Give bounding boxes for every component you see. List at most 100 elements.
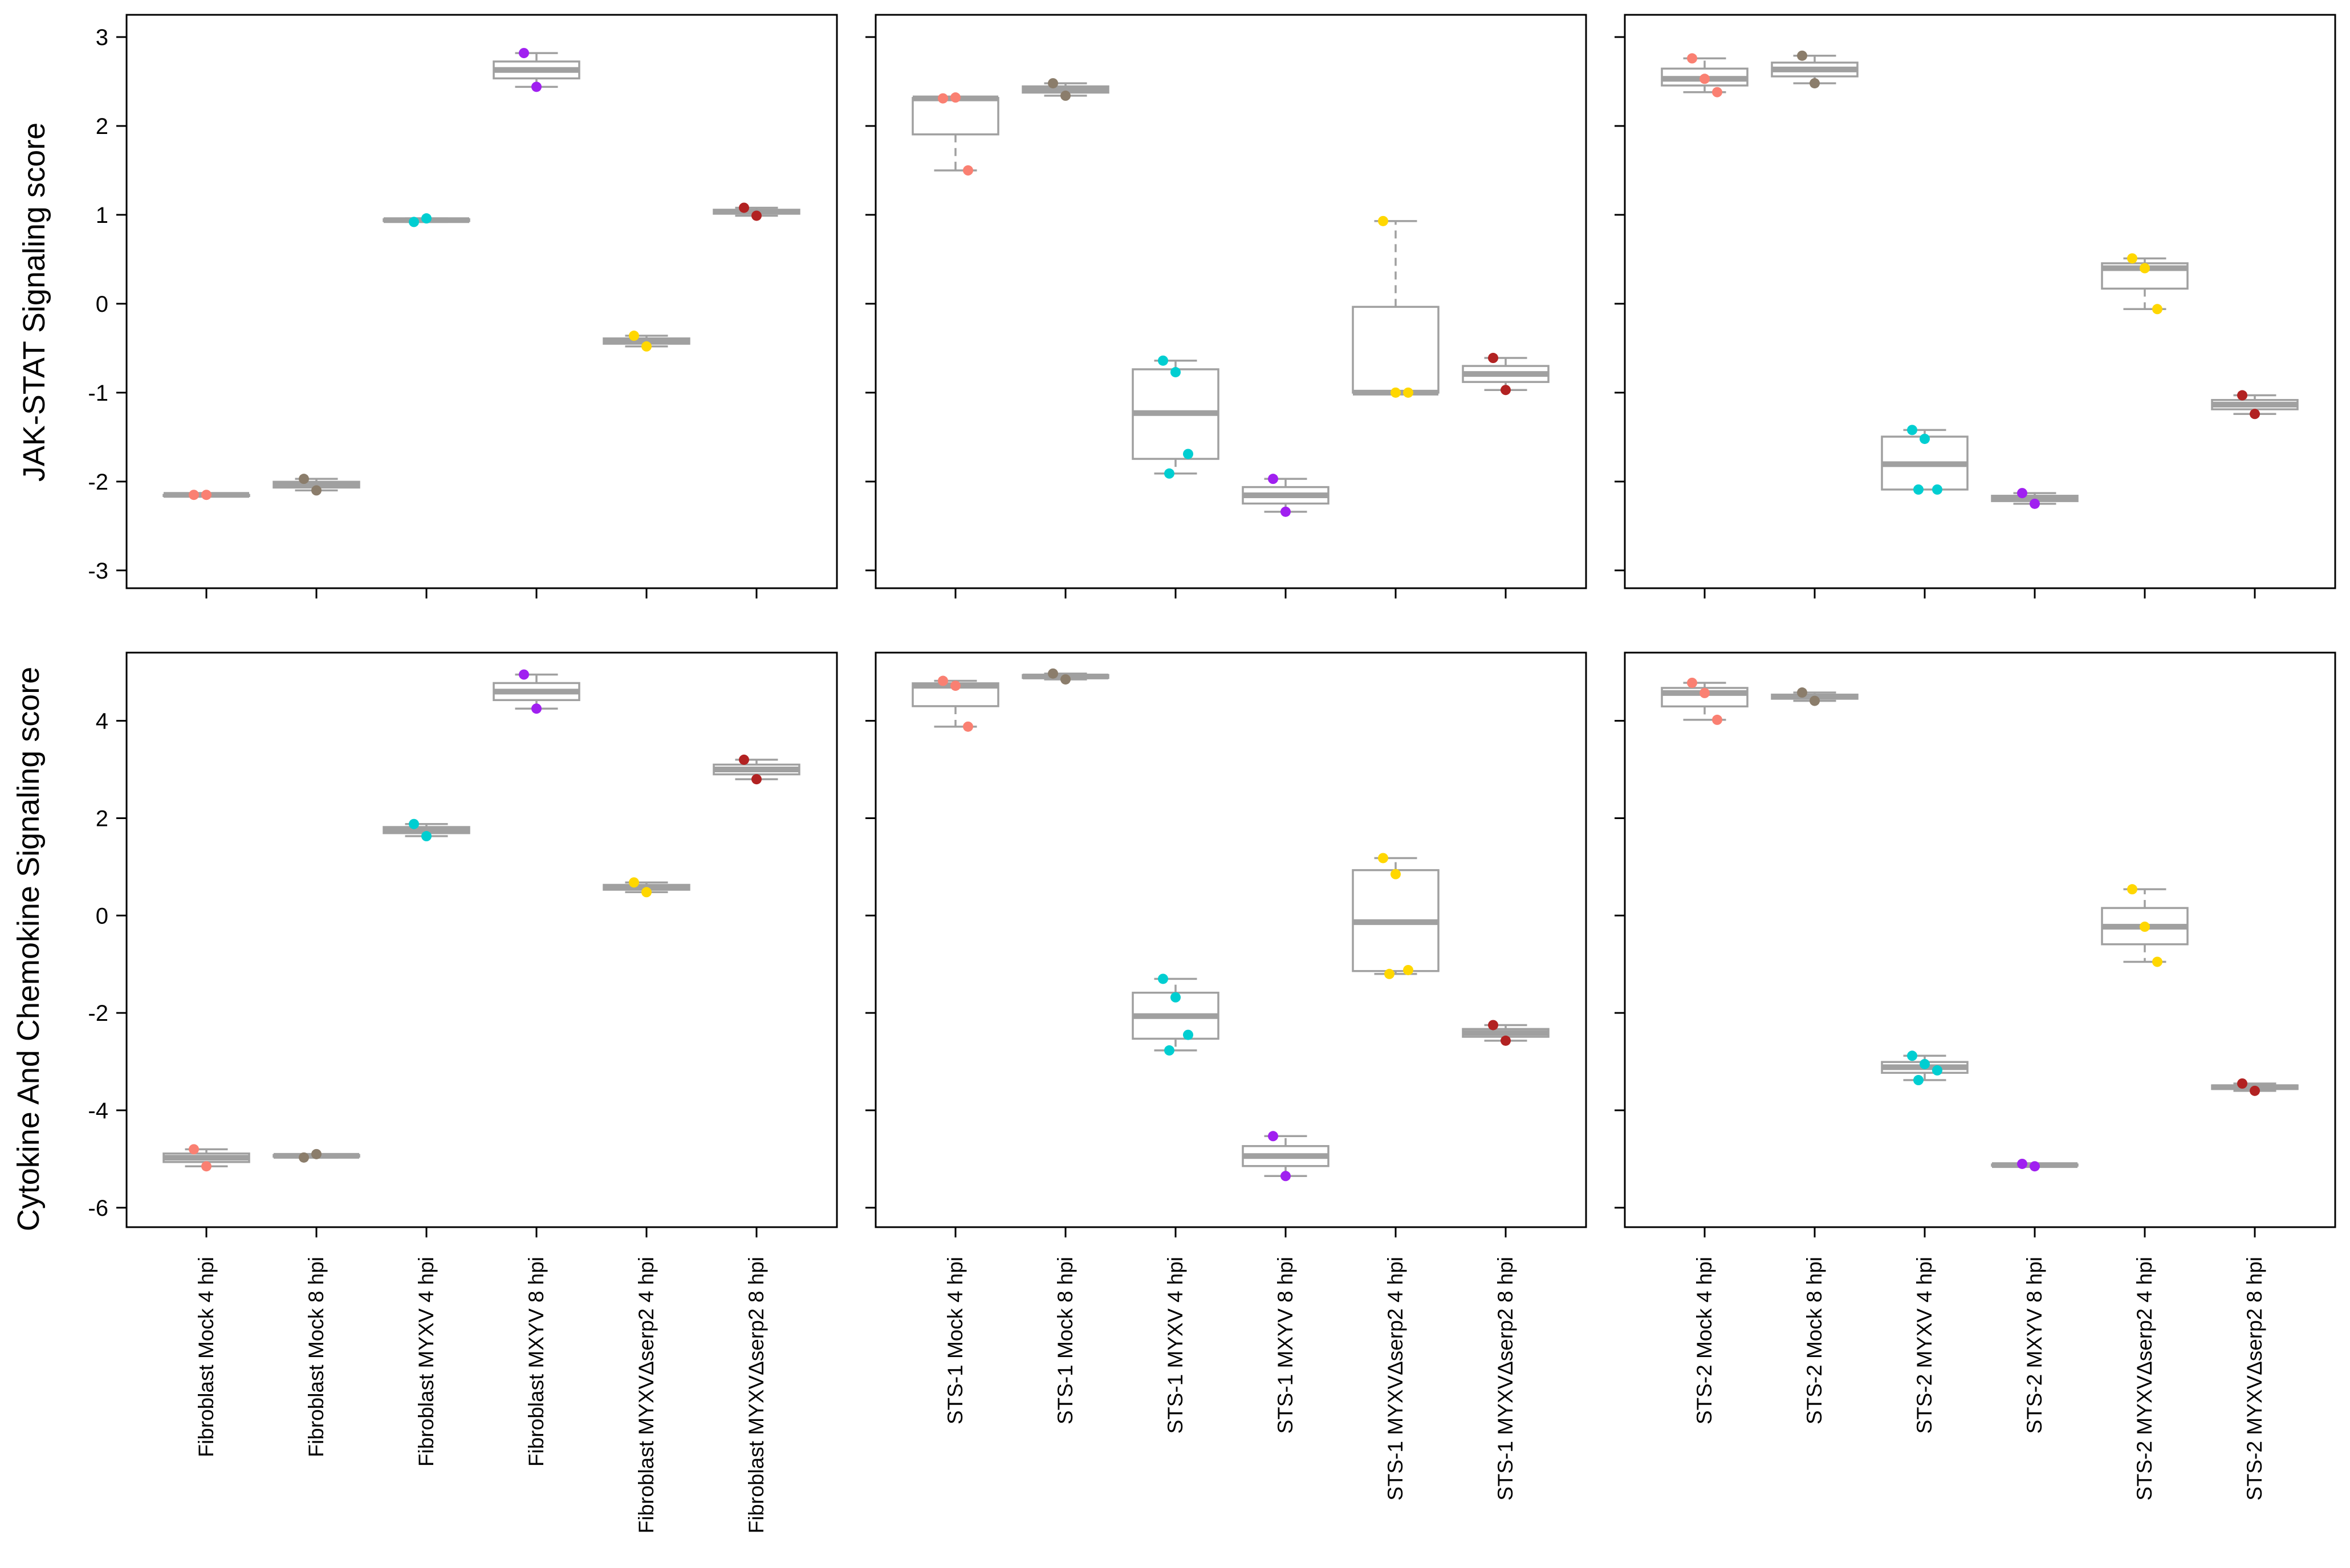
data-point bbox=[2250, 1085, 2260, 1096]
box-sts2-jak-1 bbox=[1771, 54, 1859, 84]
category-label: STS-1 MYXVΔserp2 8 hpi bbox=[1494, 1257, 1517, 1501]
y-tick-label: -2 bbox=[88, 1001, 108, 1026]
data-point bbox=[519, 669, 529, 680]
y-tick-label: 3 bbox=[96, 25, 108, 50]
panel-sts2-jak bbox=[1615, 14, 2336, 598]
data-point bbox=[963, 721, 973, 732]
data-point bbox=[938, 93, 948, 104]
y-tick-label: 2 bbox=[96, 114, 108, 139]
box-sts1-jak-5 bbox=[1462, 357, 1550, 391]
box-sts1-jak-4 bbox=[1352, 220, 1440, 396]
category-label: STS-1 MXYV 8 hpi bbox=[1274, 1257, 1297, 1434]
data-point bbox=[1391, 869, 1401, 879]
data-point bbox=[531, 703, 542, 714]
data-point bbox=[1501, 1035, 1511, 1046]
box-sts2-jak-2 bbox=[1881, 429, 1969, 491]
box-sts1-jak-0 bbox=[912, 95, 999, 172]
data-point bbox=[641, 887, 652, 898]
data-point bbox=[1797, 687, 1807, 698]
category-label: STS-1 MYXVΔserp2 4 hpi bbox=[1384, 1257, 1407, 1501]
panel-sts1-jak bbox=[865, 14, 1587, 598]
panel-frame bbox=[875, 651, 1587, 1228]
y-tick-label: 1 bbox=[96, 203, 108, 228]
box-sts1-cyt-2 bbox=[1132, 978, 1219, 1052]
data-point bbox=[2250, 409, 2260, 420]
box-body bbox=[912, 97, 999, 136]
data-point bbox=[1268, 474, 1278, 484]
data-point bbox=[1488, 1020, 1498, 1031]
data-point bbox=[201, 1161, 212, 1172]
category-label: STS-2 MYXVΔserp2 8 hpi bbox=[2243, 1257, 2266, 1501]
box-sts2-jak-0 bbox=[1661, 57, 1749, 93]
data-point bbox=[1501, 385, 1511, 396]
data-point bbox=[1378, 853, 1388, 864]
data-point bbox=[1183, 1029, 1193, 1040]
data-point bbox=[1700, 74, 1710, 84]
data-point bbox=[2152, 304, 2162, 315]
data-point bbox=[1712, 714, 1722, 725]
y-tick-label: 0 bbox=[96, 292, 108, 317]
data-point bbox=[1700, 687, 1710, 698]
data-point bbox=[1164, 1045, 1174, 1056]
data-point bbox=[1810, 78, 1820, 89]
data-point bbox=[1907, 1050, 1917, 1061]
data-point bbox=[2140, 921, 2150, 932]
data-point bbox=[2152, 956, 2162, 967]
panel-fibroblast-cyt: -6 -4 -2 0 2 4 Fibroblast Mock 4 hpi Fibroblast… bbox=[88, 651, 838, 1533]
data-point bbox=[299, 1152, 309, 1163]
category-label: Fibroblast MYXVΔserp2 4 hpi bbox=[635, 1257, 658, 1533]
box-fibroblast-jak-3 bbox=[493, 52, 580, 88]
data-point bbox=[963, 165, 973, 176]
data-point bbox=[1391, 387, 1401, 398]
data-point bbox=[421, 831, 432, 842]
data-point bbox=[2127, 253, 2137, 264]
data-point bbox=[641, 341, 652, 352]
data-point bbox=[1920, 1058, 1930, 1069]
data-point bbox=[2237, 390, 2247, 401]
data-point bbox=[739, 202, 749, 213]
panel-frame bbox=[1624, 14, 2336, 589]
data-point bbox=[2140, 263, 2150, 274]
y-tick-label: 2 bbox=[96, 806, 108, 831]
data-point bbox=[1170, 366, 1181, 377]
data-point bbox=[739, 754, 749, 765]
box-sts1-cyt-4 bbox=[1352, 857, 1440, 975]
panel-frame bbox=[875, 14, 1587, 589]
data-point bbox=[201, 490, 212, 500]
data-point bbox=[2237, 1078, 2247, 1089]
data-point bbox=[1378, 215, 1388, 226]
category-label: STS-2 MYXV 4 hpi bbox=[1913, 1257, 1936, 1434]
data-point bbox=[1268, 1131, 1278, 1142]
data-point bbox=[1920, 433, 1930, 444]
data-point bbox=[2127, 884, 2137, 895]
category-label: Fibroblast Mock 8 hpi bbox=[304, 1257, 328, 1457]
category-label: STS-1 MYXV 4 hpi bbox=[1164, 1257, 1187, 1434]
category-label: Fibroblast MYXV 4 hpi bbox=[414, 1257, 438, 1467]
data-point bbox=[1488, 353, 1498, 364]
box-body bbox=[1352, 306, 1440, 394]
data-point bbox=[1158, 974, 1168, 984]
y-tick-label: -2 bbox=[88, 470, 108, 495]
data-point bbox=[1048, 78, 1058, 89]
category-label: STS-2 Mock 8 hpi bbox=[1803, 1257, 1826, 1424]
data-point bbox=[2030, 1161, 2040, 1172]
category-label: STS-1 Mock 4 hpi bbox=[944, 1257, 967, 1424]
data-point bbox=[189, 490, 199, 500]
y-axis-label-jak: JAK-STAT Signaling score bbox=[17, 123, 51, 482]
data-point bbox=[1687, 53, 1697, 64]
data-point bbox=[1183, 449, 1193, 459]
category-label: Fibroblast Mock 4 hpi bbox=[194, 1257, 218, 1457]
data-point bbox=[421, 213, 432, 224]
data-point bbox=[938, 675, 948, 686]
category-label: STS-2 MYXVΔserp2 4 hpi bbox=[2133, 1257, 2156, 1501]
box-sts1-jak-2 bbox=[1132, 359, 1219, 475]
data-point bbox=[1797, 50, 1807, 61]
data-point bbox=[1384, 968, 1394, 979]
data-point bbox=[1403, 387, 1413, 398]
data-point bbox=[950, 681, 961, 691]
box-sts1-cyt-0 bbox=[912, 679, 999, 728]
category-label: Fibroblast MYXVΔserp2 8 hpi bbox=[745, 1257, 768, 1533]
data-point bbox=[1280, 1171, 1291, 1182]
data-point bbox=[1060, 90, 1071, 101]
